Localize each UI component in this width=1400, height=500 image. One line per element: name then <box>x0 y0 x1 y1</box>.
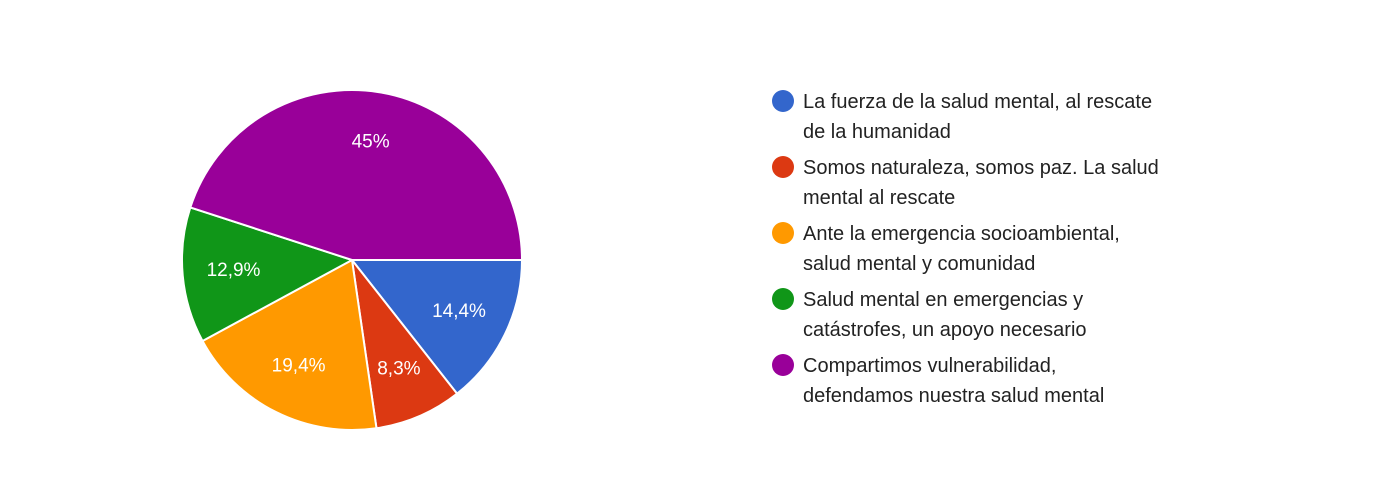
pie-slice <box>181 206 355 343</box>
legend-item: Somos naturaleza, somos paz. La salud men… <box>772 156 1159 209</box>
legend: La fuerza de la salud mental, al rescate… <box>772 90 1159 407</box>
legend-label: Salud mental en emergencias y catástrofes… <box>803 289 1087 341</box>
pie-slice-label: 19,4% <box>272 355 326 376</box>
pie-slice-label: 12,9% <box>207 260 261 281</box>
pie-slice-label: 8,3% <box>377 358 420 379</box>
legend-label: Somos naturaleza, somos paz. La salud men… <box>803 157 1159 209</box>
legend-item: Compartimos vulnerabilidad, defendamos nu… <box>772 354 1104 407</box>
legend-label: Ante la emergencia socioambiental, salud … <box>803 223 1120 275</box>
pie-slice <box>189 89 524 261</box>
pie-slices <box>181 89 524 431</box>
pie-slice-label: 14,4% <box>432 301 486 322</box>
legend-item: Salud mental en emergencias y catástrofes… <box>772 288 1087 341</box>
legend-item: Ante la emergencia socioambiental, salud … <box>772 222 1120 275</box>
legend-marker <box>772 288 794 310</box>
legend-marker <box>772 222 794 244</box>
legend-label: La fuerza de la salud mental, al rescate… <box>803 91 1152 143</box>
pie-slice <box>350 256 459 430</box>
pie-slice <box>349 259 524 396</box>
pie-slice <box>201 258 378 431</box>
legend-marker <box>772 354 794 376</box>
legend-marker <box>772 90 794 112</box>
legend-marker <box>772 156 794 178</box>
pie-slice-label: 45% <box>352 132 390 153</box>
legend-item: La fuerza de la salud mental, al rescate… <box>772 90 1152 143</box>
pie-slice-labels: 14,4% 8,3% 19,4% 12,9% 45% <box>207 132 486 380</box>
legend-label: Compartimos vulnerabilidad, defendamos nu… <box>803 355 1104 407</box>
